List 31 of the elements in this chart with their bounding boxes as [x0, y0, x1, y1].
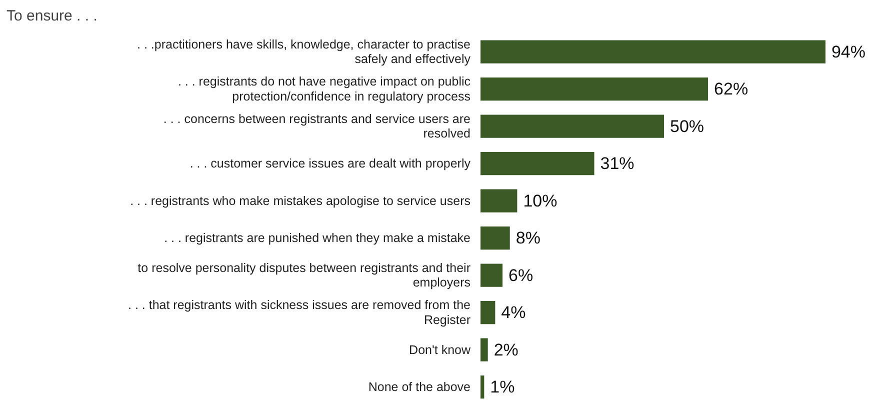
- data-label: 10%: [523, 191, 558, 210]
- y-tick-label: . . . customer service issues are dealt with properly: [190, 156, 472, 171]
- data-label: 2%: [494, 340, 518, 360]
- y-tick-label: . . . concerns between registrants and service users are resolved: [163, 112, 471, 141]
- bar: [480, 226, 510, 250]
- y-tick-label: None of the above: [368, 380, 471, 394]
- data-label: 1%: [490, 378, 515, 397]
- data-label: 6%: [508, 266, 534, 285]
- bar: [480, 40, 826, 64]
- y-tick-label: . . . registrants are punished when they make a mistake: [164, 231, 471, 246]
- data-label: 62%: [714, 80, 748, 99]
- data-label: 31%: [600, 154, 634, 174]
- y-tick-label: . . . that registrants with sickness issues are removed from the Register: [128, 298, 471, 327]
- bar: [480, 78, 708, 101]
- y-tick-label: Don't know: [409, 342, 472, 357]
- bar: [480, 375, 484, 399]
- bar: [480, 114, 664, 138]
- text: To ensure . . .: [6, 8, 98, 24]
- y-tick-label: . . .practitioners have skills, knowledge, character to practise safely and effectively: [137, 37, 472, 66]
- y-tick-label: to resolve personality disputes between registrants and their employers: [138, 260, 471, 290]
- data-label: 8%: [516, 228, 540, 248]
- bar: [480, 152, 594, 176]
- y-tick-label: . . . registrants do not have negative impact on public protection/confidence in regulatory process: [178, 74, 471, 104]
- bar: [480, 189, 518, 212]
- bar: [480, 338, 488, 362]
- data-label: 94%: [831, 42, 866, 62]
- data-label: 4%: [501, 303, 526, 322]
- data-label: 50%: [670, 116, 704, 136]
- bar: [480, 264, 503, 287]
- y-tick-label: . . . registrants who make mistakes apologise to service users: [130, 194, 471, 208]
- bar: [480, 300, 496, 324]
